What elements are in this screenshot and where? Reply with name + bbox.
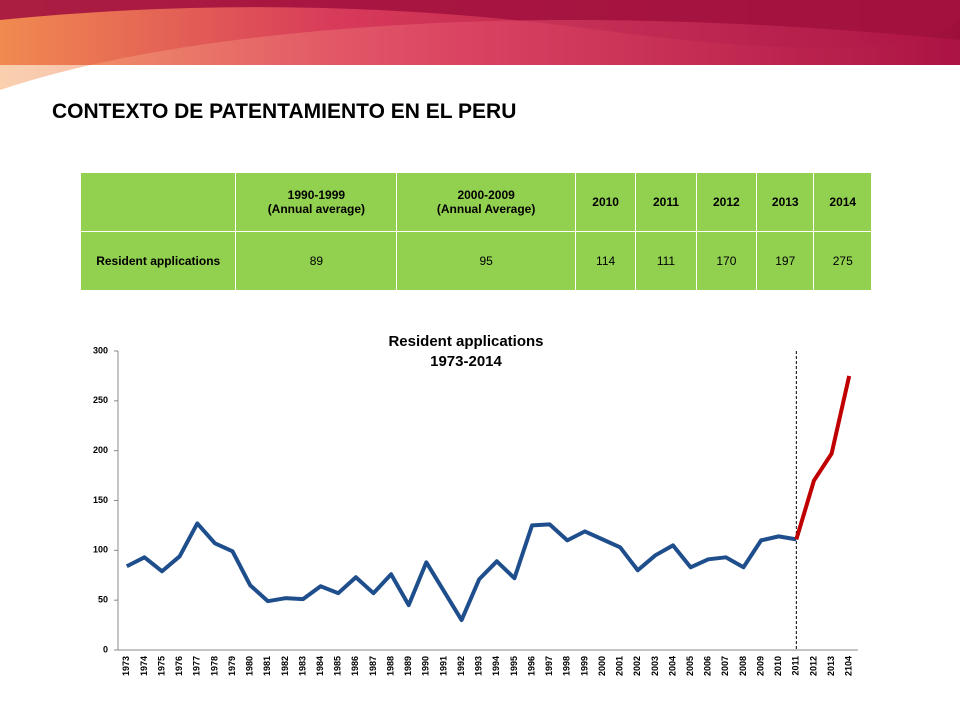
table-cell: 275 — [813, 231, 872, 291]
y-tick-label: 250 — [93, 395, 108, 405]
header-line: 2012 — [713, 195, 740, 209]
series-line — [794, 375, 852, 540]
header-line: 2013 — [771, 195, 799, 209]
x-tick-label: 2005 — [685, 656, 695, 676]
x-tick-label: 1975 — [156, 656, 166, 676]
x-tick-label: 1974 — [139, 656, 149, 676]
x-tick-label: 1998 — [562, 656, 572, 676]
table-cell: 197 — [756, 231, 815, 291]
x-tick-label: 2010 — [773, 656, 783, 676]
x-tick-label: 1984 — [315, 656, 325, 676]
column-header: 2011 — [635, 172, 697, 232]
header-line: 2014 — [829, 195, 857, 209]
x-tick-label: 1993 — [474, 656, 484, 676]
table-row: Resident applications 89 95 114 111 170 197 275 — [79, 231, 872, 291]
table-cell: 170 — [695, 231, 758, 291]
x-tick-label: 1982 — [280, 656, 290, 676]
x-tick-label: 1973 — [121, 656, 131, 676]
slide-title: CONTEXTO DE PATENTAMIENTO EN EL PERU — [52, 100, 517, 123]
chart-subtitle: 1973-2014 — [430, 353, 502, 370]
x-tick-label: 1989 — [403, 656, 413, 676]
table-cell: 89 — [235, 231, 398, 291]
x-tick-label: 2012 — [808, 656, 818, 676]
x-tick-label: 1976 — [174, 656, 184, 676]
y-tick-label: 50 — [98, 595, 108, 605]
corner-cell — [79, 172, 237, 232]
x-tick-label: 2004 — [667, 656, 677, 676]
x-tick-label: 2006 — [703, 656, 713, 676]
x-tick-label: 1997 — [544, 656, 554, 676]
x-tick-label: 2000 — [597, 656, 607, 676]
x-tick-label: 1981 — [262, 656, 272, 676]
y-tick-label: 0 — [103, 644, 108, 654]
x-tick-label: 1980 — [245, 656, 255, 676]
x-tick-label: 1978 — [209, 656, 219, 676]
x-tick-label: 1977 — [192, 656, 202, 676]
y-tick-label: 200 — [93, 445, 108, 455]
header-line: (Annual average) — [267, 202, 366, 216]
header-line: 2000-2009 — [457, 188, 515, 202]
chart-title: Resident applications — [388, 333, 543, 350]
column-header: 1990-1999 (Annual average) — [235, 172, 398, 232]
y-tick-label: 150 — [93, 495, 108, 505]
x-tick-label: 1994 — [491, 656, 501, 676]
x-tick-label: 2008 — [738, 656, 748, 676]
x-tick-label: 1995 — [509, 656, 519, 676]
x-tick-label: 1983 — [297, 656, 307, 676]
x-tick-label: 2011 — [791, 656, 801, 676]
x-tick-label: 2003 — [650, 656, 660, 676]
row-label: Resident applications — [79, 231, 237, 291]
header-wave — [0, 20, 960, 90]
table-cell: 114 — [574, 231, 637, 291]
column-header: 2012 — [695, 172, 758, 232]
x-tick-label: 1985 — [333, 656, 343, 676]
table-cell: 95 — [396, 231, 576, 291]
x-tick-label: 1999 — [579, 656, 589, 676]
x-tick-label: 1996 — [526, 656, 536, 676]
y-tick-label: 100 — [93, 545, 108, 555]
table-header: 1990-1999 (Annual average) 2000-2009 (Annua… — [79, 172, 872, 232]
x-tick-label: 1992 — [456, 656, 466, 676]
x-tick-label: 1988 — [385, 656, 395, 676]
x-tick-label: 2007 — [720, 656, 730, 676]
x-tick-label: 2002 — [632, 656, 642, 676]
data-table: 1990-1999 (Annual average) 2000-2009 (Annua… — [79, 172, 872, 291]
column-header: 2000-2009 (Annual Average) — [396, 172, 576, 232]
x-tick-label: 1991 — [438, 656, 448, 676]
header-line: 2010 — [592, 195, 619, 209]
series-line — [125, 521, 797, 623]
column-header: 2010 — [574, 172, 637, 232]
x-tick-label: 1986 — [350, 656, 360, 676]
column-header: 2013 — [756, 172, 815, 232]
x-tick-label: 2104 — [844, 656, 854, 676]
header-line: 2011 — [652, 195, 680, 209]
y-tick-label: 300 — [93, 345, 108, 355]
x-tick-label: 2001 — [615, 656, 625, 676]
x-tick-label: 1990 — [421, 656, 431, 676]
x-tick-label: 2013 — [826, 656, 836, 676]
x-tick-label: 1987 — [368, 656, 378, 676]
x-tick-label: 2009 — [755, 656, 765, 676]
header-line: (Annual Average) — [436, 202, 536, 216]
header-line: 1990-1999 — [287, 188, 346, 202]
x-tick-label: 1979 — [227, 656, 237, 676]
